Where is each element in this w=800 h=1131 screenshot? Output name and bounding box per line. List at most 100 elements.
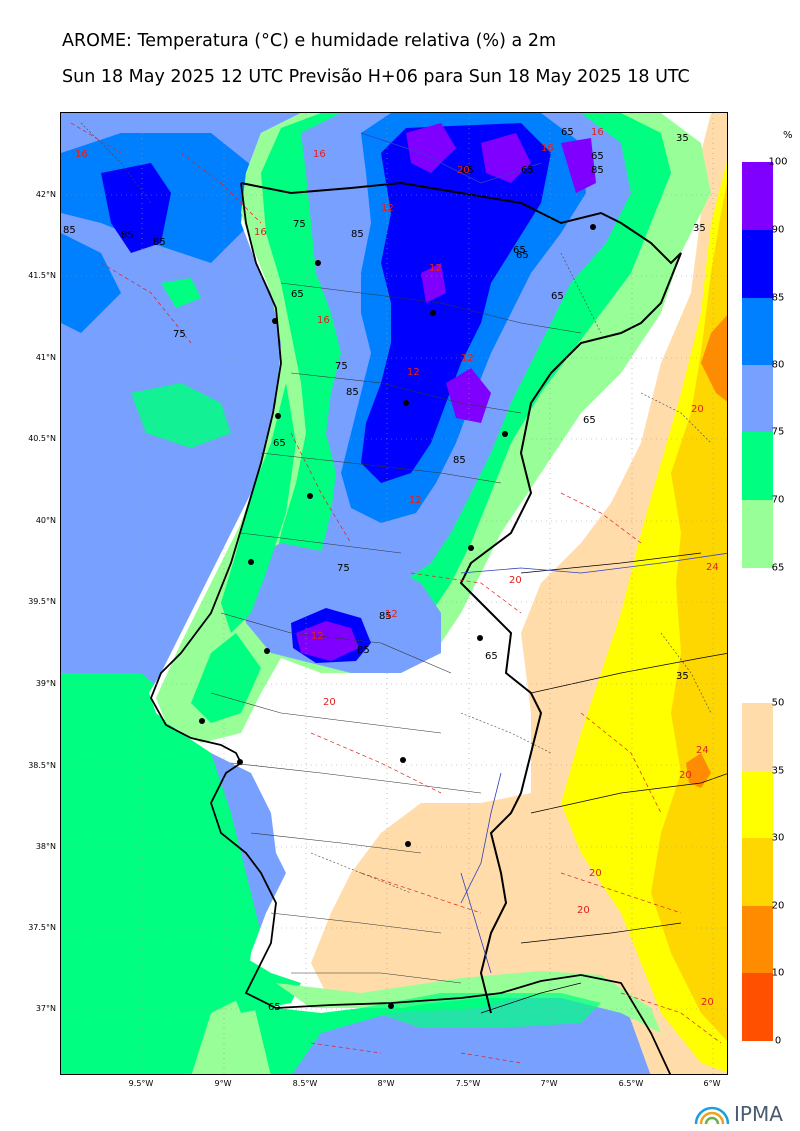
humidity-90-100-core-3 bbox=[446, 368, 491, 423]
humidity-contour-label: 85 bbox=[351, 229, 364, 240]
humidity-contour-label: 65 bbox=[551, 291, 564, 302]
temperature-colorbar-cell bbox=[742, 838, 773, 906]
temperature-colorbar-cell bbox=[742, 973, 773, 1041]
temperature-colorbar-label: 10 bbox=[771, 967, 785, 979]
temperature-colorbar-cell bbox=[742, 771, 773, 838]
humidity-contour-label: 85 bbox=[453, 455, 466, 466]
humidity-colorbar-cell bbox=[742, 298, 773, 365]
humidity-75-80-south bbox=[241, 543, 441, 673]
city-marker bbox=[307, 493, 313, 499]
temperature-contour-label: 20 bbox=[701, 997, 714, 1008]
humidity-colorbar-label: 75 bbox=[771, 426, 785, 438]
city-marker bbox=[272, 318, 278, 324]
humidity-contour-label: 35 bbox=[676, 133, 689, 144]
temperature-contour-label: 16 bbox=[317, 315, 330, 326]
lat-label: 37.5°N bbox=[28, 923, 56, 932]
city-marker bbox=[237, 759, 243, 765]
humidity-contour-label: 65 bbox=[591, 151, 604, 162]
sea-green-islet-3 bbox=[61, 233, 121, 333]
humidity-contour-labels: 85 85 85 75 75 65 85 85 65 65 65 65 75 8… bbox=[63, 127, 706, 1013]
temperature-contour-label: 20 bbox=[691, 404, 704, 415]
lon-label: 8°W bbox=[377, 1079, 395, 1088]
lon-label: 9.5°W bbox=[128, 1079, 154, 1088]
temperature-contour-label: 12 bbox=[407, 367, 420, 378]
spain-provinces bbox=[480, 552, 727, 1014]
temperature-contour-label: 20 bbox=[457, 165, 470, 176]
city-marker bbox=[264, 648, 270, 654]
sea-green-islet-2 bbox=[161, 278, 201, 308]
humidity-90-100-core-1 bbox=[406, 123, 456, 173]
humidity-colorbar-label: 65 bbox=[771, 562, 785, 574]
lat-label: 40°N bbox=[35, 516, 56, 525]
temperature-contour-label: 12 bbox=[381, 203, 394, 214]
temperature-colorbar-cell bbox=[742, 906, 773, 973]
temperature-contour-label: 20 bbox=[323, 697, 336, 708]
district-borders bbox=[210, 282, 582, 984]
city-marker bbox=[590, 224, 596, 230]
city-marker bbox=[400, 757, 406, 763]
humidity-colorbar-label: 80 bbox=[771, 359, 785, 371]
city-marker bbox=[315, 260, 321, 266]
humidity-contour-label: 85 bbox=[379, 611, 392, 622]
lon-label: 6°W bbox=[703, 1079, 721, 1088]
city-marker bbox=[199, 718, 205, 724]
sea-lightblue-west bbox=[61, 343, 111, 543]
lat-label: 41.5°N bbox=[28, 271, 56, 280]
humidity-85-90-core bbox=[361, 123, 551, 483]
humidity-colorbar-label: 100 bbox=[768, 156, 788, 168]
humidity-colorbar-cell bbox=[742, 500, 773, 568]
humidity-contour-label: 65 bbox=[583, 415, 596, 426]
humidity-contour-label: 65 bbox=[485, 651, 498, 662]
temperature-contour-label: 16 bbox=[541, 143, 554, 154]
city-markers bbox=[199, 224, 596, 1009]
humidity-contour-label: 85 bbox=[121, 230, 134, 241]
temperature-colorbar-label: 50 bbox=[771, 697, 785, 709]
lat-label: 42°N bbox=[35, 190, 56, 199]
humidity-contour-label: 65 bbox=[561, 127, 574, 138]
city-marker bbox=[477, 635, 483, 641]
humidity-contour-label: 65 bbox=[521, 165, 534, 176]
humidity-contour-label: 65 bbox=[273, 438, 286, 449]
lat-label: 39°N bbox=[35, 679, 56, 688]
ipma-logo-icon bbox=[694, 1106, 730, 1125]
humidity-70-75-south bbox=[191, 633, 261, 723]
humidity-contour-label: 35 bbox=[676, 671, 689, 682]
city-marker bbox=[388, 1003, 394, 1009]
lat-label: 40.5°N bbox=[28, 434, 56, 443]
temperature-contour-label: 24 bbox=[706, 562, 719, 573]
temperature-contour-label: 12 bbox=[429, 263, 442, 274]
city-marker bbox=[430, 310, 436, 316]
city-marker bbox=[405, 841, 411, 847]
coastline-west bbox=[150, 182, 672, 1074]
lat-label: 41°N bbox=[35, 353, 56, 362]
lon-label: 6.5°W bbox=[618, 1079, 644, 1088]
humidity-contour-lines bbox=[80, 122, 712, 894]
humidity-contour-label: 75 bbox=[337, 563, 350, 574]
temperature-colorbar-label: 20 bbox=[771, 900, 785, 912]
temperature-contour-label: 20 bbox=[589, 868, 602, 879]
city-marker bbox=[502, 431, 508, 437]
humidity-colorbar-cell bbox=[742, 162, 773, 230]
city-marker bbox=[275, 413, 281, 419]
humidity-colorbar-label: 85 bbox=[771, 292, 785, 304]
humidity-colorbar-label: 70 bbox=[771, 494, 785, 506]
temperature-contour-label: 20 bbox=[679, 770, 692, 781]
temp-field-10-20 bbox=[701, 315, 727, 402]
humidity-90-100-core-4 bbox=[421, 263, 446, 303]
temperature-contour-label: 12 bbox=[311, 631, 324, 642]
map-title: AROME: Temperatura (°C) e humidade relat… bbox=[62, 31, 556, 51]
temperature-contour-label: 24 bbox=[696, 745, 709, 756]
city-marker bbox=[403, 400, 409, 406]
temperature-contour-label: 12 bbox=[385, 609, 398, 620]
portugal-spain-border bbox=[240, 181, 682, 1014]
temperature-colorbar-label: 30 bbox=[771, 832, 785, 844]
humidity-contour-label: 35 bbox=[693, 223, 706, 234]
lat-label: 38.5°N bbox=[28, 761, 56, 770]
lat-label: 38°N bbox=[35, 842, 56, 851]
humidity-colorbar-label: 90 bbox=[771, 224, 785, 236]
humidity-70-coast bbox=[221, 383, 296, 633]
temperature-colorbar-cell bbox=[742, 703, 773, 771]
lat-label: 37°N bbox=[35, 1004, 56, 1013]
ipma-logo-text: IPMA bbox=[734, 1102, 783, 1126]
humidity-colorbar-cell bbox=[742, 432, 773, 500]
